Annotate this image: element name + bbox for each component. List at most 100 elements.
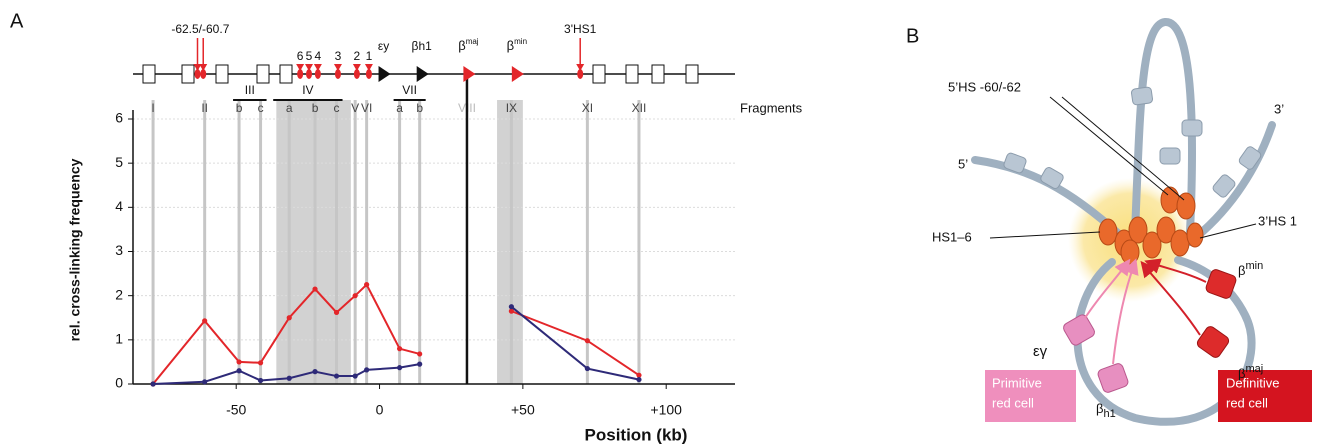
map-gene-triangle	[511, 66, 524, 82]
map-hs-site	[334, 69, 341, 79]
data-point	[352, 373, 358, 379]
data-point	[150, 381, 156, 387]
label: 3’HS 1	[1258, 213, 1297, 228]
fragment-label: b	[416, 101, 423, 115]
map-hs-site	[577, 69, 584, 79]
box-text: red cell	[1226, 395, 1268, 410]
definitive-box	[1218, 370, 1312, 422]
map-label-base: β	[507, 38, 514, 53]
map-label: 3	[335, 49, 342, 63]
map-hs-site	[200, 69, 207, 79]
primitive-box	[985, 370, 1076, 422]
map-arrowhead	[296, 64, 305, 71]
data-point	[312, 369, 318, 375]
map-gene-box	[181, 64, 195, 84]
nucleosomes	[1003, 86, 1262, 198]
map-label: 2	[354, 49, 361, 63]
diagram: 5’HS -60/-62 3’ 5’ HS1–6 3’HS 1 βmin βma…	[932, 18, 1312, 426]
data-point	[236, 359, 242, 365]
data-point	[236, 368, 242, 374]
map-gene-box	[215, 64, 229, 84]
label: βh1	[1096, 401, 1116, 419]
map-label: 6	[297, 49, 304, 63]
map-arrowhead	[333, 64, 342, 71]
map-gene-box	[651, 64, 665, 84]
data-point	[333, 309, 340, 316]
sup: maj	[1245, 363, 1263, 375]
x-axis-title: Position (kb)	[585, 425, 688, 444]
map-label-sup: min	[514, 37, 527, 46]
pointer-lines	[989, 96, 1257, 239]
data-point	[636, 372, 642, 378]
y-tick-label: 2	[115, 286, 123, 302]
map-arrowhead	[364, 64, 373, 71]
map-arrowhead	[352, 64, 361, 71]
data-point	[397, 365, 403, 371]
map-hs-site	[314, 69, 321, 79]
fragments-title: Fragments	[740, 100, 803, 115]
chart: 0123456IIIbcabcVVIabVIIIIXXIXIIIIIIVVIIF…	[67, 22, 803, 444]
data-point	[286, 375, 292, 381]
data-point	[636, 376, 642, 383]
fragment-group-label: III	[245, 83, 255, 97]
y-tick-label: 5	[115, 154, 123, 170]
map-arrowhead	[576, 64, 585, 71]
y-tick-label: 6	[115, 110, 123, 126]
data-point	[352, 293, 358, 299]
map-label: βmaj	[458, 37, 479, 53]
y-tick-label: 3	[115, 242, 123, 258]
data-point	[584, 338, 590, 344]
fragment-label: b	[312, 101, 319, 115]
map-hs-site	[306, 69, 313, 79]
map-hs-site	[365, 69, 372, 79]
map-label-sup: maj	[466, 37, 479, 46]
y-tick-label: 1	[115, 331, 123, 347]
map-label: 5	[306, 49, 313, 63]
fragment-label: V	[351, 101, 359, 115]
fragment-label: XI	[582, 101, 593, 115]
map-gene-box	[279, 64, 293, 84]
gene-cylinders	[1063, 269, 1237, 393]
y-tick-label: 4	[115, 198, 123, 214]
data-point	[286, 315, 292, 321]
map-arrowhead	[305, 64, 314, 71]
data-point	[417, 351, 423, 357]
data-point	[508, 304, 514, 310]
box-text: red cell	[992, 395, 1034, 410]
data-point	[257, 377, 264, 384]
map-hs-site	[194, 69, 201, 79]
data-point	[364, 282, 370, 288]
y-tick-label: 0	[115, 375, 123, 391]
label: 3’	[1274, 101, 1284, 116]
map-gene-box	[256, 64, 270, 84]
data-point	[202, 379, 208, 385]
fragment-label: a	[286, 101, 293, 115]
base: β	[1096, 401, 1103, 416]
panel-label: A	[10, 10, 24, 32]
x-tick-label: +50	[511, 402, 535, 418]
x-tick-label: 0	[376, 402, 384, 418]
map-label: 1	[366, 49, 373, 63]
data-point	[397, 346, 403, 352]
map-label: 4	[315, 49, 322, 63]
map-gene-triangle	[416, 66, 429, 82]
map-label: εy	[378, 39, 389, 53]
map-gene-box	[592, 64, 606, 84]
base: β	[1238, 263, 1245, 278]
series-line	[152, 282, 640, 385]
data-point	[257, 360, 264, 366]
map-arrowhead	[199, 64, 208, 71]
map-hs-site	[297, 69, 304, 79]
x-tick-label: -50	[226, 402, 246, 418]
data-point	[333, 373, 340, 379]
panel-label: B	[906, 25, 919, 47]
sub: h1	[1103, 408, 1115, 420]
fragment-label: VI	[361, 101, 372, 115]
map-label-base: β	[458, 38, 465, 53]
fragment-label: XII	[632, 101, 647, 115]
fragment-label: c	[334, 101, 340, 115]
activation-arrows	[1084, 258, 1207, 365]
label: εγ	[1033, 343, 1048, 360]
